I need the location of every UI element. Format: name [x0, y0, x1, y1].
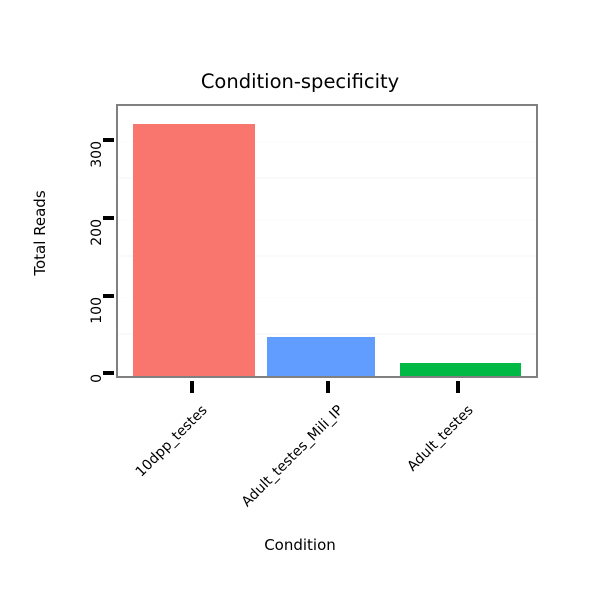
y-tick-100: [103, 294, 114, 298]
x-tick-label-adult-testes-mili-ip: Adult_testes_Mili_IP: [238, 402, 347, 511]
bar-10dpp-testes[interactable]: [133, 124, 255, 376]
x-tick-label-adult-testes: Adult_testes: [404, 402, 477, 475]
y-tick-label-200: 200: [89, 219, 105, 246]
x-tick-1: [190, 381, 194, 393]
y-axis-title: Total Reads: [25, 190, 55, 275]
y-tick-200: [103, 216, 114, 220]
gridline-minor-150: [118, 255, 536, 257]
bar-adult-testes-mili-ip[interactable]: [267, 337, 375, 376]
y-tick-label-100: 100: [89, 297, 105, 324]
bar-adult-testes[interactable]: [400, 363, 521, 376]
plot-panel: [116, 104, 538, 378]
gridline-major-100: [118, 297, 536, 298]
chart-title: Condition-specificity: [200, 70, 400, 93]
gridline-major-300: [118, 141, 536, 142]
x-axis-title: Condition: [264, 536, 336, 554]
y-tick-label-300: 300: [89, 141, 105, 168]
x-tick-3: [456, 381, 460, 393]
y-axis-title-text: Total Reads: [31, 190, 49, 276]
gridline-minor-50: [118, 333, 536, 335]
x-tick-2: [326, 381, 330, 393]
gridline-minor-250: [118, 177, 536, 179]
gridline-major-200: [118, 219, 536, 220]
y-tick-label-0: 0: [89, 374, 105, 383]
y-tick-0: [103, 371, 114, 375]
y-tick-300: [103, 138, 114, 142]
